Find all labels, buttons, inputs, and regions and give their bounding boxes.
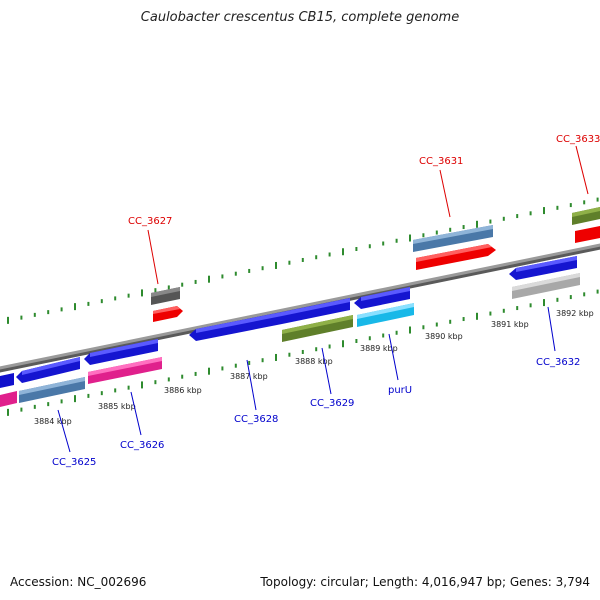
gene-cc3631-arrow[interactable]: [416, 244, 496, 270]
gene-cc3626-arrow[interactable]: [84, 339, 158, 365]
kbp-label: 3891 kbp: [491, 320, 529, 329]
gene-puru-block[interactable]: [357, 303, 414, 327]
gene-cc3633-arrow[interactable]: [575, 226, 600, 243]
kbp-label: 3888 kbp: [295, 357, 333, 366]
gene-cc3628-arrow[interactable]: [189, 312, 282, 341]
gene-cc3633-block[interactable]: [572, 207, 600, 225]
gene-label[interactable]: CC_3625: [52, 457, 96, 468]
kbp-label: 3885 kbp: [98, 402, 136, 411]
gene-label[interactable]: CC_3631: [419, 156, 463, 167]
kbp-label: 3884 kbp: [34, 417, 72, 426]
gene-cc3627-arrow[interactable]: [153, 306, 183, 322]
kbp-label: 3886 kbp: [164, 386, 202, 395]
gene-cc3625-arrow[interactable]: [16, 357, 80, 383]
kbp-label: 3892 kbp: [556, 309, 594, 318]
inner-tick-track: [7, 289, 599, 416]
gene-cc3625-block[interactable]: [19, 377, 85, 403]
gene-cc3626-block[interactable]: [88, 357, 162, 384]
gene-puru-arrow[interactable]: [354, 287, 410, 309]
kbp-label: 3887 kbp: [230, 372, 268, 381]
gene-labels: CC_3625 CC_3626 CC_3627 CC_3628 CC_3629 purU C…: [52, 134, 600, 468]
gene-cc3625-arrow-left[interactable]: [0, 373, 14, 388]
gene-cc3631-block[interactable]: [413, 225, 493, 252]
gene-cc3627-block[interactable]: [151, 287, 180, 305]
gene-label[interactable]: CC_3633: [556, 134, 600, 145]
gene-label[interactable]: purU: [388, 385, 412, 396]
gene-cc3629-block[interactable]: [282, 315, 353, 342]
map-title: Caulobacter crescentus CB15, complete ge…: [140, 10, 460, 25]
gene-label[interactable]: CC_3629: [310, 398, 354, 409]
genome-stats-text: Topology: circular; Length: 4,016,947 bp…: [260, 575, 590, 589]
genome-backbone: [0, 243, 600, 370]
kbp-scale-labels: 3884 kbp 3885 kbp 3886 kbp 3887 kbp 3888 kbp…: [34, 309, 594, 426]
accession-text: Accession: NC_002696: [10, 575, 147, 589]
gene-label[interactable]: CC_3627: [128, 216, 172, 227]
gene-label[interactable]: CC_3628: [234, 414, 278, 425]
gene-pink-left[interactable]: [0, 391, 17, 407]
gene-label[interactable]: CC_3632: [536, 357, 580, 368]
outer-tick-track: [7, 197, 599, 324]
gene-cc3632-arrow[interactable]: [509, 256, 577, 280]
kbp-label: 3890 kbp: [425, 332, 463, 341]
gene-label[interactable]: CC_3626: [120, 440, 164, 451]
kbp-label: 3889 kbp: [360, 344, 398, 353]
gene-cc3629-arrow[interactable]: [282, 298, 350, 324]
gene-label-leaders: [57, 145, 589, 453]
gene-cc3632-block[interactable]: [512, 273, 580, 299]
